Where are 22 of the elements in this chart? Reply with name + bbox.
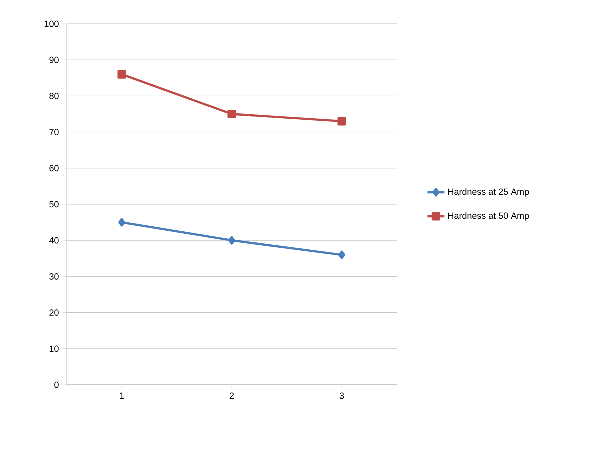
legend-label: Hardness at 50 Amp <box>448 212 530 221</box>
point <box>338 250 346 260</box>
point <box>118 218 126 227</box>
y-tick-label: 90 <box>50 56 59 64</box>
y-tick-label: 100 <box>44 20 59 28</box>
x-tick-label: 1 <box>120 392 124 399</box>
y-tick-label: 10 <box>50 346 59 352</box>
y-tick-label: 40 <box>49 237 59 244</box>
point <box>228 236 236 245</box>
y-tick-label: 20 <box>50 310 59 316</box>
point <box>228 110 236 119</box>
y-tick-label: 80 <box>50 93 59 100</box>
legend-label: Hardness at 25 Amp <box>448 188 530 197</box>
x-tick-label: 3 <box>340 392 344 400</box>
point <box>338 117 346 126</box>
x-tick-label: 2 <box>230 392 234 400</box>
y-tick-label: 50 <box>50 201 59 208</box>
y-tick-label: 70 <box>50 129 59 136</box>
point <box>118 70 126 79</box>
y-tick-label: 0 <box>54 382 59 388</box>
y-tick-label: 60 <box>50 165 59 172</box>
y-tick-label: 30 <box>50 274 59 280</box>
